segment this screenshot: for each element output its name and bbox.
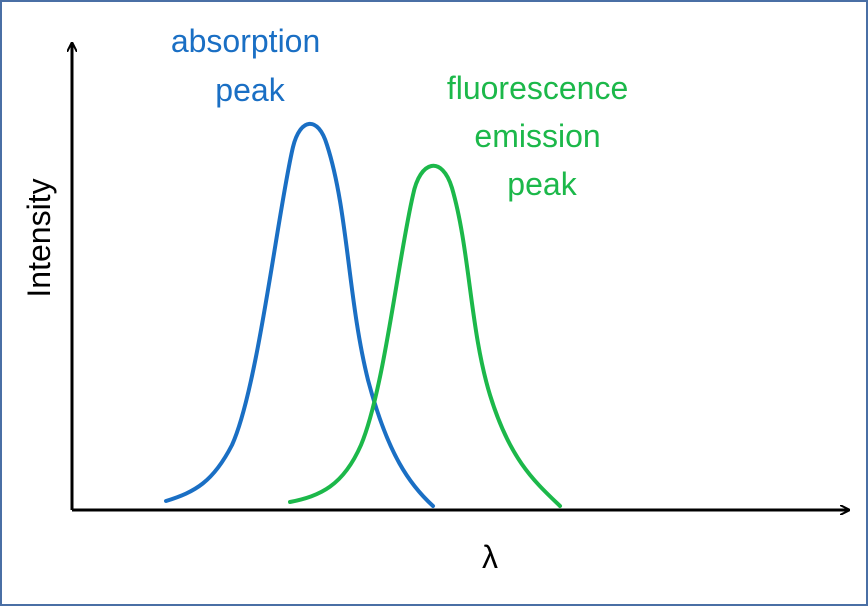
fluorescence-label-line: fluorescence — [447, 70, 628, 106]
absorption-label-line: absorption — [171, 23, 320, 59]
x-axis-title: λ — [482, 539, 498, 575]
fluorescence-emission-peak-curve — [288, 164, 562, 508]
absorption-label-line: peak — [215, 72, 285, 108]
absorption-label: absorption peak — [171, 23, 329, 108]
y-axis-title: Intensity — [21, 178, 57, 297]
fluorescence-label-line: emission — [474, 118, 600, 154]
fluorescence-label-line: peak — [507, 166, 577, 202]
fluorescence-label: fluorescence emission peak — [447, 70, 637, 202]
